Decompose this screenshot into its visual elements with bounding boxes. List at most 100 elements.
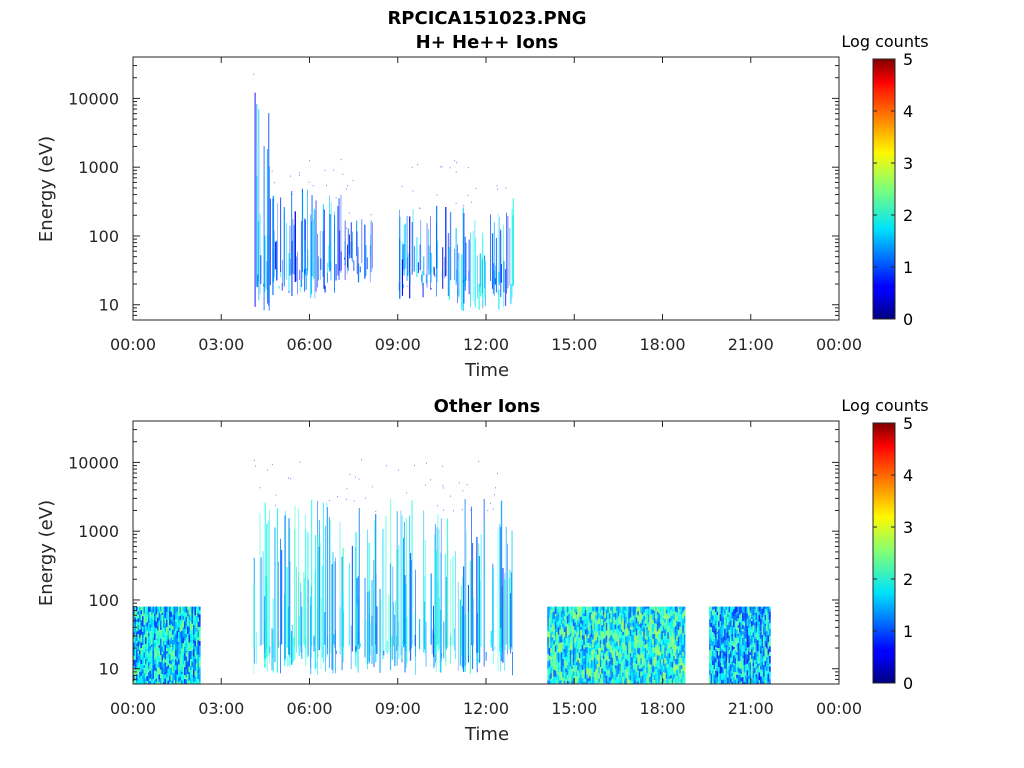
- spectrogram-cell: [142, 606, 144, 614]
- spectrogram-cell: [752, 647, 755, 650]
- spectrogram-cell: [148, 642, 150, 648]
- spectrogram-streak: [305, 529, 307, 657]
- spectrogram-dot: [441, 166, 443, 168]
- spectrogram-cell: [637, 653, 639, 657]
- spectrogram-cell: [617, 679, 620, 683]
- spectrogram-cell: [148, 623, 150, 630]
- spectrogram-cell: [721, 642, 723, 645]
- spectrogram-cell: [584, 669, 587, 673]
- spectrogram-cell: [665, 643, 668, 652]
- spectrogram-cell: [146, 661, 149, 670]
- spectrogram-cell: [599, 619, 602, 627]
- spectrogram-cell: [647, 626, 650, 631]
- spectrogram-cell: [139, 677, 141, 684]
- spectrogram-dot: [288, 477, 289, 479]
- spectrogram-cell: [155, 681, 158, 684]
- spectrogram-cell: [728, 646, 731, 651]
- spectrogram-cell: [737, 625, 740, 628]
- spectrogram-cell: [721, 653, 723, 661]
- spectrogram-cell: [164, 662, 167, 665]
- spectrogram-cell: [737, 643, 740, 650]
- spectrogram-cell: [752, 615, 755, 619]
- spectrogram-dot: [442, 487, 444, 489]
- spectrogram-cell: [736, 615, 738, 622]
- spectrogram-cell: [647, 630, 650, 633]
- spectrogram-cell: [653, 623, 656, 628]
- spectrogram-cell: [634, 626, 636, 632]
- spectrogram-cell: [175, 674, 177, 683]
- spectrogram-cell: [655, 616, 657, 620]
- spectrogram-cell: [677, 682, 680, 684]
- spectrogram-cell: [721, 673, 723, 681]
- spectrogram-cell: [197, 648, 200, 655]
- spectrogram-cell: [563, 637, 566, 643]
- spectrogram-cell: [577, 606, 579, 610]
- spectrogram-cell: [164, 651, 167, 660]
- spectrogram-cell: [629, 623, 632, 627]
- spectrogram-cell: [155, 606, 158, 615]
- spectrogram-cell: [659, 644, 662, 648]
- spectrogram-cell: [158, 674, 161, 680]
- spectrogram-cell: [196, 663, 198, 667]
- spectrogram-cell: [739, 673, 741, 676]
- spectrogram-cell: [565, 631, 567, 635]
- spectrogram-cell: [590, 625, 593, 629]
- spectrogram-cell: [608, 661, 611, 668]
- spectrogram-cell: [712, 673, 714, 682]
- spectrogram-cell: [550, 606, 552, 611]
- spectrogram-cell: [133, 653, 135, 656]
- spectrogram-cell: [679, 650, 681, 656]
- spectrogram-streak: [301, 606, 303, 659]
- spectrogram-cell: [724, 640, 726, 648]
- spectrogram-cell: [607, 666, 609, 671]
- spectrogram-dot: [455, 171, 457, 173]
- spectrogram-cell: [574, 622, 576, 631]
- spectrogram-cell: [661, 665, 663, 672]
- spectrogram-cell: [575, 662, 578, 666]
- spectrogram-cell: [194, 625, 197, 629]
- spectrogram-cell: [758, 623, 761, 632]
- spectrogram-cell: [665, 660, 668, 663]
- spectrogram-cell: [551, 647, 554, 652]
- spectrogram-streak: [297, 251, 298, 295]
- spectrogram-cell: [748, 660, 750, 667]
- spectrogram-cell: [590, 657, 593, 661]
- spectrogram-cell: [730, 609, 732, 617]
- spectrogram-cell: [667, 618, 669, 626]
- spectrogram-cell: [583, 682, 585, 684]
- spectrogram-cell: [590, 637, 593, 642]
- spectrogram-cell: [598, 648, 600, 652]
- spectrogram-cell: [611, 629, 614, 638]
- spectrogram-cell: [619, 682, 621, 684]
- spectrogram-streak: [371, 580, 373, 664]
- spectrogram-cell: [718, 606, 720, 614]
- spectrogram-cell: [608, 606, 611, 614]
- spectrogram-cell: [148, 633, 150, 636]
- spectrogram-cell: [581, 620, 584, 626]
- spectrogram-cell: [656, 639, 659, 644]
- spectrogram-cell: [628, 650, 630, 653]
- spectrogram-cell: [674, 666, 677, 674]
- spectrogram-cell: [145, 644, 147, 647]
- spectrogram-cell: [740, 611, 743, 614]
- spectrogram-streak: [511, 208, 513, 298]
- spectrogram-cell: [737, 627, 740, 634]
- spectrogram-cell: [613, 639, 615, 648]
- spectrogram-cell: [628, 675, 630, 680]
- spectrogram-cell: [767, 654, 770, 660]
- spectrogram-cell: [194, 646, 197, 652]
- spectrogram-cell: [728, 682, 731, 684]
- spectrogram-cell: [599, 644, 602, 648]
- spectrogram-cell: [164, 625, 167, 632]
- spectrogram-cell: [682, 606, 684, 612]
- spectrogram-cell: [653, 652, 656, 657]
- spectrogram-cell: [613, 670, 615, 673]
- spectrogram-streak: [450, 634, 451, 664]
- spectrogram-cell: [182, 667, 185, 672]
- spectrogram-cell: [188, 614, 191, 621]
- spectrogram-cell: [587, 643, 590, 648]
- spectrogram-cell: [158, 679, 161, 683]
- spectrogram-cell: [733, 655, 735, 663]
- spectrogram-cell: [730, 638, 732, 642]
- spectrogram-streak: [438, 528, 440, 644]
